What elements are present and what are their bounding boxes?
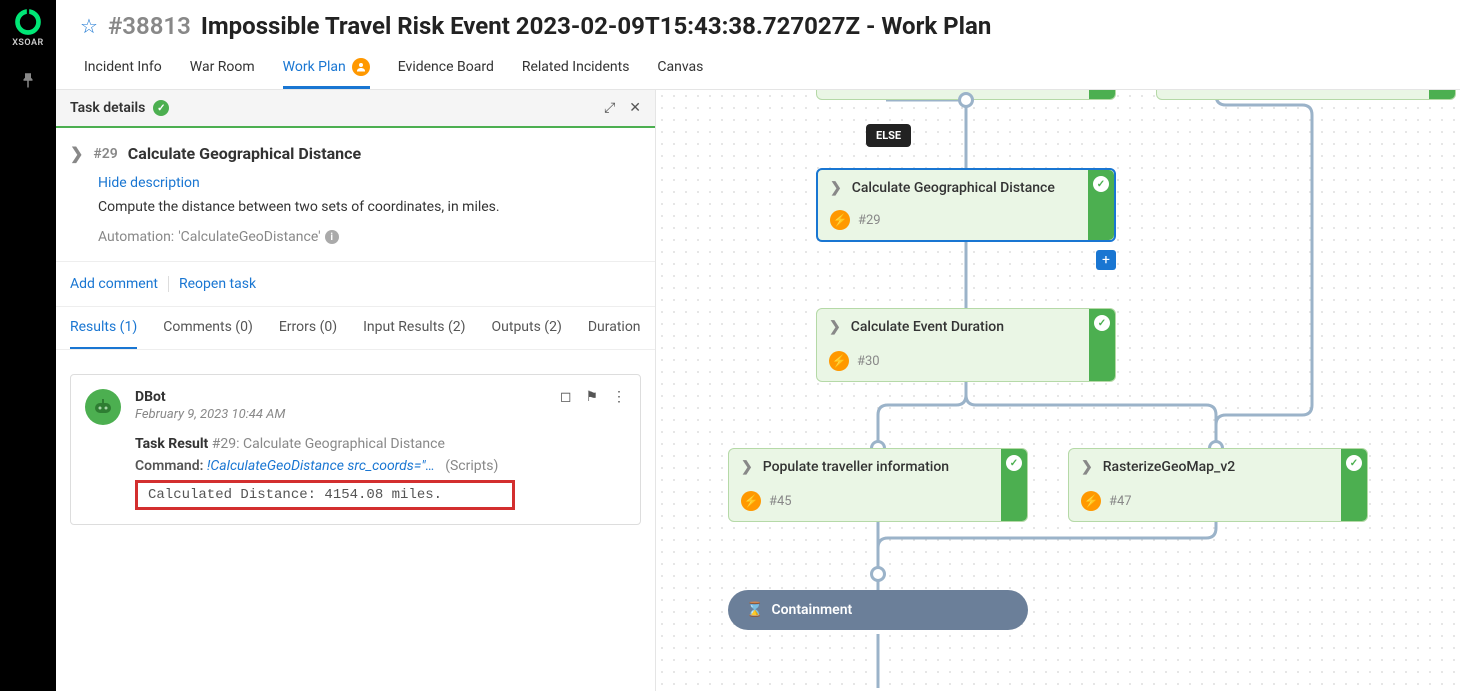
incident-id: #38813 [108,12,191,40]
tab-canvas[interactable]: Canvas [657,48,703,89]
tab-evidence-board[interactable]: Evidence Board [398,48,494,89]
task-details-panel: Task details ✓ ⤢ ✕ ❯ #29 Calculate Geogr… [56,90,656,691]
bolt-icon: ⚡ [830,210,850,230]
work-plan-badge-icon [352,58,370,76]
tab-war-room[interactable]: War Room [190,48,255,89]
pin-icon[interactable] [8,60,48,100]
panel-header: Task details ✓ ⤢ ✕ [56,90,655,128]
tab-work-plan[interactable]: Work Plan [283,48,370,89]
tab-related-incidents[interactable]: Related Incidents [522,48,630,89]
tab-results[interactable]: Results (1) [70,319,137,349]
task-node-47[interactable]: ❯RasterizeGeoMap_v2 ⚡#47 ✓ [1068,448,1368,522]
containment-node[interactable]: ⌛ Containment [728,590,1028,630]
node-check-icon: ✓ [1093,176,1109,192]
task-description: Compute the distance between two sets of… [98,199,641,215]
tab-errors[interactable]: Errors (0) [279,319,337,349]
flow-joint [958,92,974,108]
hide-description-link[interactable]: Hide description [98,175,641,191]
incident-tabs: Incident Info War Room Work Plan Evidenc… [80,48,1436,89]
expand-icon[interactable]: ⤢ [604,100,615,116]
add-comment-link[interactable]: Add comment [70,276,169,292]
incident-header: ☆ #38813 Impossible Travel Risk Event 20… [56,0,1460,90]
result-card: DBot February 9, 2023 10:44 AM ◻ ⚑ ⋮ [70,374,641,525]
dbot-avatar [85,389,121,425]
reopen-task-link[interactable]: Reopen task [169,276,266,292]
task-node-45[interactable]: ❯Populate traveller information ⚡#45 ✓ [728,448,1028,522]
task-result-label: Task Result [135,436,208,452]
tab-input-results[interactable]: Input Results (2) [363,319,465,349]
task-number: #29 [93,146,117,162]
brand-logo[interactable]: XSOAR [8,8,48,48]
command-label: Command: [135,458,203,474]
add-node-button[interactable]: + [1096,250,1116,270]
chevron-icon: ❯ [70,144,83,163]
workflow-canvas[interactable]: ⚡ ✓ ELSE ❯Calculate Geographical Distanc… [656,90,1460,691]
calculated-distance: Calculated Distance: 4154.08 miles. [135,480,515,510]
tab-comments[interactable]: Comments (0) [163,319,253,349]
incident-title: Impossible Travel Risk Event 2023-02-09T… [201,12,991,40]
result-date: February 9, 2023 10:44 AM [135,407,285,422]
task-name: Calculate Geographical Distance [128,144,361,163]
task-actions: Add comment Reopen task [56,262,655,307]
panel-title: Task details [70,100,145,116]
tab-incident-info[interactable]: Incident Info [84,48,162,89]
task-node-30[interactable]: ❯Calculate Event Duration ⚡#30 ✓ [816,308,1116,382]
tab-duration[interactable]: Duration [588,319,641,349]
command-text[interactable]: !CalculateGeoDistance src_coords="… [207,458,435,474]
flag-icon[interactable]: ⚑ [585,389,598,405]
task-node-29[interactable]: ❯Calculate Geographical Distance ⚡#29 ✓ [816,168,1116,242]
scripts-label: (Scripts) [445,458,498,474]
favorite-star-icon[interactable]: ☆ [80,14,98,38]
tab-outputs[interactable]: Outputs (2) [492,319,562,349]
left-nav: XSOAR [0,0,56,691]
info-icon[interactable]: i [325,230,339,244]
automation-info: Automation: 'CalculateGeoDistance' i [98,229,641,245]
flow-joint [870,566,886,582]
task-node-partial-right[interactable] [1156,90,1456,100]
result-tabs: Results (1) Comments (0) Errors (0) Inpu… [56,307,655,350]
close-icon[interactable]: ✕ [629,100,641,116]
else-badge: ELSE [866,124,911,147]
hourglass-icon: ⌛ [746,602,763,618]
status-check-icon: ✓ [153,100,169,116]
copy-icon[interactable]: ◻ [560,389,572,405]
result-author: DBot [135,389,285,405]
more-icon[interactable]: ⋮ [612,389,626,405]
brand-text: XSOAR [12,38,44,48]
